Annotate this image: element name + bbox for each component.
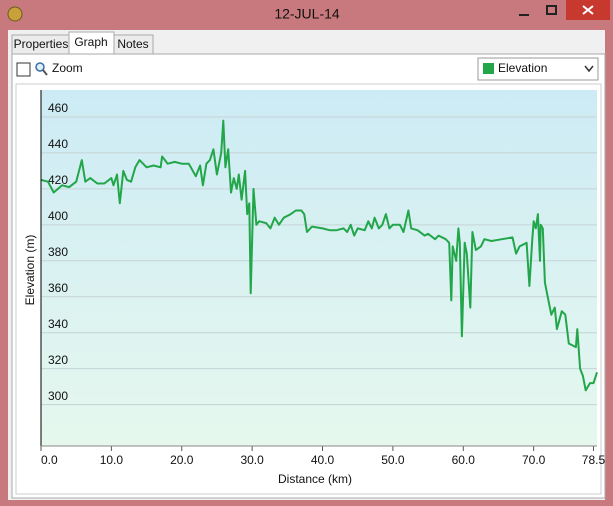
zoom-icon-handle	[42, 69, 48, 76]
y-tick-label: 320	[48, 353, 68, 367]
y-tick-label: 460	[48, 101, 68, 115]
x-tick-label: 20.0	[170, 453, 194, 467]
y-tick-label: 360	[48, 281, 68, 295]
maximize-button[interactable]	[546, 5, 557, 15]
y-tick-label: 340	[48, 317, 68, 331]
dropdown-arrow	[584, 65, 594, 73]
y-axis-title: Elevation (m)	[23, 235, 37, 306]
tab-label[interactable]: Properties	[14, 37, 69, 51]
app-icon	[7, 6, 23, 22]
y-tick-label: 440	[48, 137, 68, 151]
elevation-line	[40, 119, 598, 392]
plot: 300 320 340 360 380 400 420 440 460	[40, 101, 598, 451]
legend-swatch	[483, 63, 494, 74]
x-tick-label: 0.0	[41, 453, 58, 467]
y-tick-label: 400	[48, 209, 68, 223]
x-tick-label: 60.0	[452, 453, 476, 467]
window-title: 12-JUL-14	[274, 6, 340, 22]
x-axis-title: Distance (km)	[278, 472, 352, 486]
tab-label[interactable]: Notes	[117, 37, 148, 51]
y-tick-label: 380	[48, 245, 68, 259]
x-tick-label: 78.5	[582, 453, 606, 467]
x-tick-label: 40.0	[311, 453, 335, 467]
y-tick-label: 300	[48, 389, 68, 403]
x-tick-label: 70.0	[522, 453, 546, 467]
plot-area	[41, 90, 597, 446]
tab-label[interactable]: Graph	[74, 35, 107, 49]
x-tick-label: 10.0	[100, 453, 124, 467]
close-icon	[582, 5, 594, 15]
series-dropdown[interactable]	[477, 57, 599, 81]
legend-label[interactable]: Elevation	[498, 61, 547, 75]
y-tick-label: 420	[48, 173, 68, 187]
x-tick-label: 50.0	[381, 453, 405, 467]
zoom-icon	[35, 62, 45, 72]
zoom-checkbox[interactable]	[16, 62, 31, 77]
x-tick-label: 30.0	[240, 453, 264, 467]
zoom-label[interactable]: Zoom	[52, 61, 83, 75]
